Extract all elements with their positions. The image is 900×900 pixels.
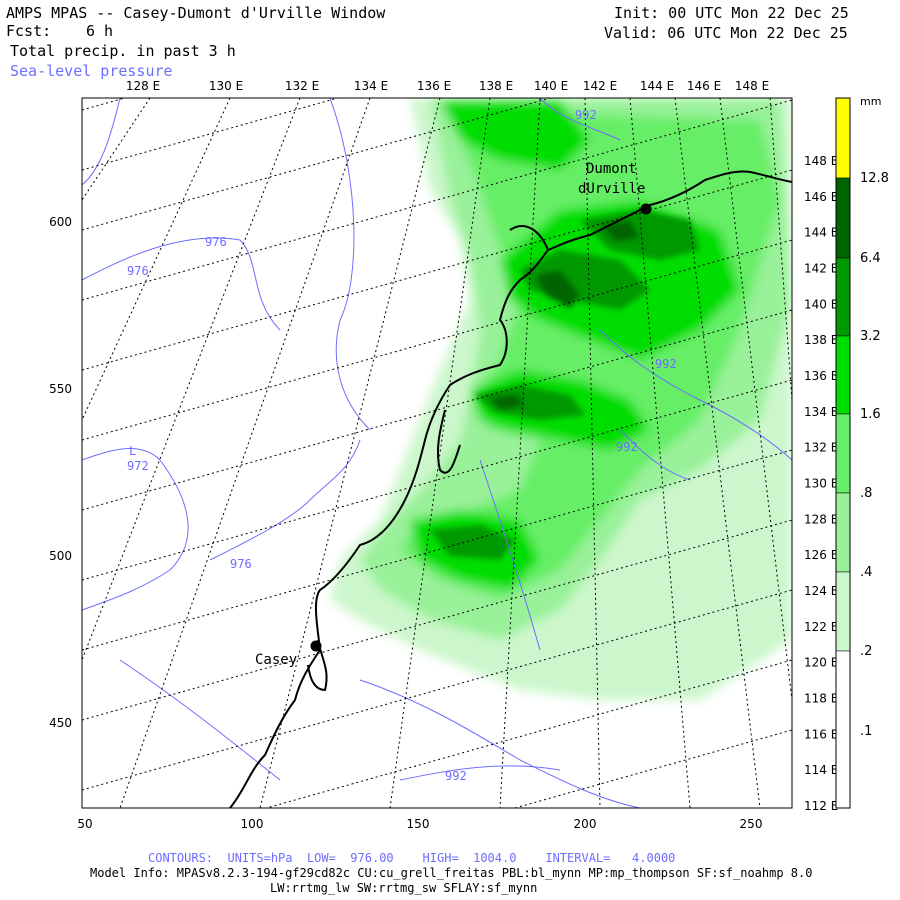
right-latitude-label: 122 E <box>804 620 838 634</box>
pressure-label: 992 <box>655 357 677 371</box>
right-latitude-label: 116 E <box>804 727 838 741</box>
x-tick-label: 150 <box>407 817 430 831</box>
right-latitude-label: 140 E <box>804 297 838 311</box>
top-longitude-label: 140 E <box>534 79 568 93</box>
colorbar-segment <box>835 492 851 573</box>
right-latitude-label: 132 E <box>804 441 838 455</box>
y-tick-label: 600 <box>49 215 72 229</box>
pressure-label: L 972 <box>127 444 149 473</box>
plot-title: AMPS MPAS -- Casey-Dumont d'Urville Wind… <box>6 4 386 22</box>
overlay-name: Sea-level pressure <box>10 62 173 80</box>
right-latitude-label: 130 E <box>804 477 838 491</box>
right-latitude-label: 124 E <box>804 584 838 598</box>
forecast-label: Fcst: <box>6 22 52 40</box>
top-longitude-label: 146 E <box>687 79 721 93</box>
top-longitude-label: 144 E <box>640 79 674 93</box>
model-info: Model Info: MPASv8.2.3-194-gf29cd82c CU:… <box>90 866 813 880</box>
right-latitude-label: 112 E <box>804 799 838 813</box>
y-tick-label: 450 <box>49 716 72 730</box>
physics-info: LW:rrtmg_lw SW:rrtmg_sw SFLAY:sf_mynn <box>270 881 538 895</box>
precip-heavy <box>430 210 700 560</box>
colorbar-frame <box>835 97 851 809</box>
coastline <box>229 170 792 808</box>
right-latitude-label: 144 E <box>804 226 838 240</box>
pressure-label: 976 <box>230 557 252 571</box>
right-latitude-label: 148 E <box>804 154 838 168</box>
colorbar-segment <box>835 97 851 179</box>
colorbar: mm 12.8 6.4 3.2 1.6 .8 .4 .2 .1 <box>835 95 889 809</box>
dumont-durville-marker <box>640 203 652 215</box>
right-latitude-label: 142 E <box>804 262 838 276</box>
x-tick-label: 250 <box>740 817 763 831</box>
map-frame <box>81 97 793 809</box>
colorbar-segment <box>835 177 851 259</box>
latlon-grid <box>82 98 792 808</box>
init-time: Init: 00 UTC Mon 22 Dec 25 <box>614 4 849 22</box>
right-latitude-label: 146 E <box>804 190 838 204</box>
right-latitude-label: 114 E <box>804 763 838 777</box>
right-latitude-label: 138 E <box>804 333 838 347</box>
colorbar-label: .4 <box>860 565 872 580</box>
pressure-contours <box>82 98 792 808</box>
right-latitude-label: 134 E <box>804 405 838 419</box>
pressure-label: 976 <box>205 235 227 249</box>
top-longitude-label: 138 E <box>479 79 513 93</box>
x-tick-label: 100 <box>241 817 264 831</box>
right-latitude-label: 126 E <box>804 548 838 562</box>
top-longitude-label: 130 E <box>209 79 243 93</box>
colorbar-segment <box>835 413 851 494</box>
field-name: Total precip. in past 3 h <box>10 42 236 60</box>
pressure-label: 992 <box>616 440 638 454</box>
colorbar-label: .8 <box>860 486 872 501</box>
colorbar-unit: mm <box>860 95 881 108</box>
contours-info: CONTOURS: UNITS=hPa LOW= 976.00 HIGH= 10… <box>148 851 676 865</box>
top-longitude-label: 128 E <box>126 79 160 93</box>
colorbar-segment <box>835 571 851 652</box>
top-longitude-label: 134 E <box>354 79 388 93</box>
colorbar-label: 6.4 <box>860 251 881 266</box>
y-tick-label: 500 <box>49 549 72 563</box>
station-label-casey: Casey <box>255 652 297 668</box>
pressure-label: 992 <box>575 108 597 122</box>
top-longitude-label: 136 E <box>417 79 451 93</box>
axes: 128 E 130 E 132 E 134 E 136 E 138 E 140 E 142 E… <box>49 79 838 831</box>
top-longitude-label: 132 E <box>285 79 319 93</box>
colorbar-label: 12.8 <box>860 171 889 186</box>
casey-marker <box>310 640 322 652</box>
valid-time: Valid: 06 UTC Mon 22 Dec 25 <box>604 24 848 42</box>
map-panel <box>82 98 792 808</box>
colorbar-label: .1 <box>860 724 872 739</box>
x-tick-label: 50 <box>77 817 92 831</box>
colorbar-segment <box>835 257 851 337</box>
right-latitude-label: 128 E <box>804 512 838 526</box>
top-longitude-label: 142 E <box>583 79 617 93</box>
pressure-label: 992 <box>445 769 467 783</box>
top-longitude-label: 148 E <box>735 79 769 93</box>
right-latitude-label: 136 E <box>804 369 838 383</box>
colorbar-label: 1.6 <box>860 407 881 422</box>
pressure-label: 976 <box>127 264 149 278</box>
x-tick-label: 200 <box>574 817 597 831</box>
forecast-hours: 6 h <box>86 22 114 40</box>
right-latitude-label: 120 E <box>804 656 838 670</box>
pressure-labels: 992 976 976 992 992 L 972 976 992 <box>127 108 677 783</box>
y-tick-label: 550 <box>49 382 72 396</box>
colorbar-segment <box>835 650 851 809</box>
colorbar-segment <box>835 335 851 415</box>
station-label-dumont: Dumont dUrville <box>578 161 645 197</box>
right-latitude-label: 118 E <box>804 692 838 706</box>
colorbar-label: 3.2 <box>860 329 881 344</box>
colorbar-label: .2 <box>860 644 872 659</box>
